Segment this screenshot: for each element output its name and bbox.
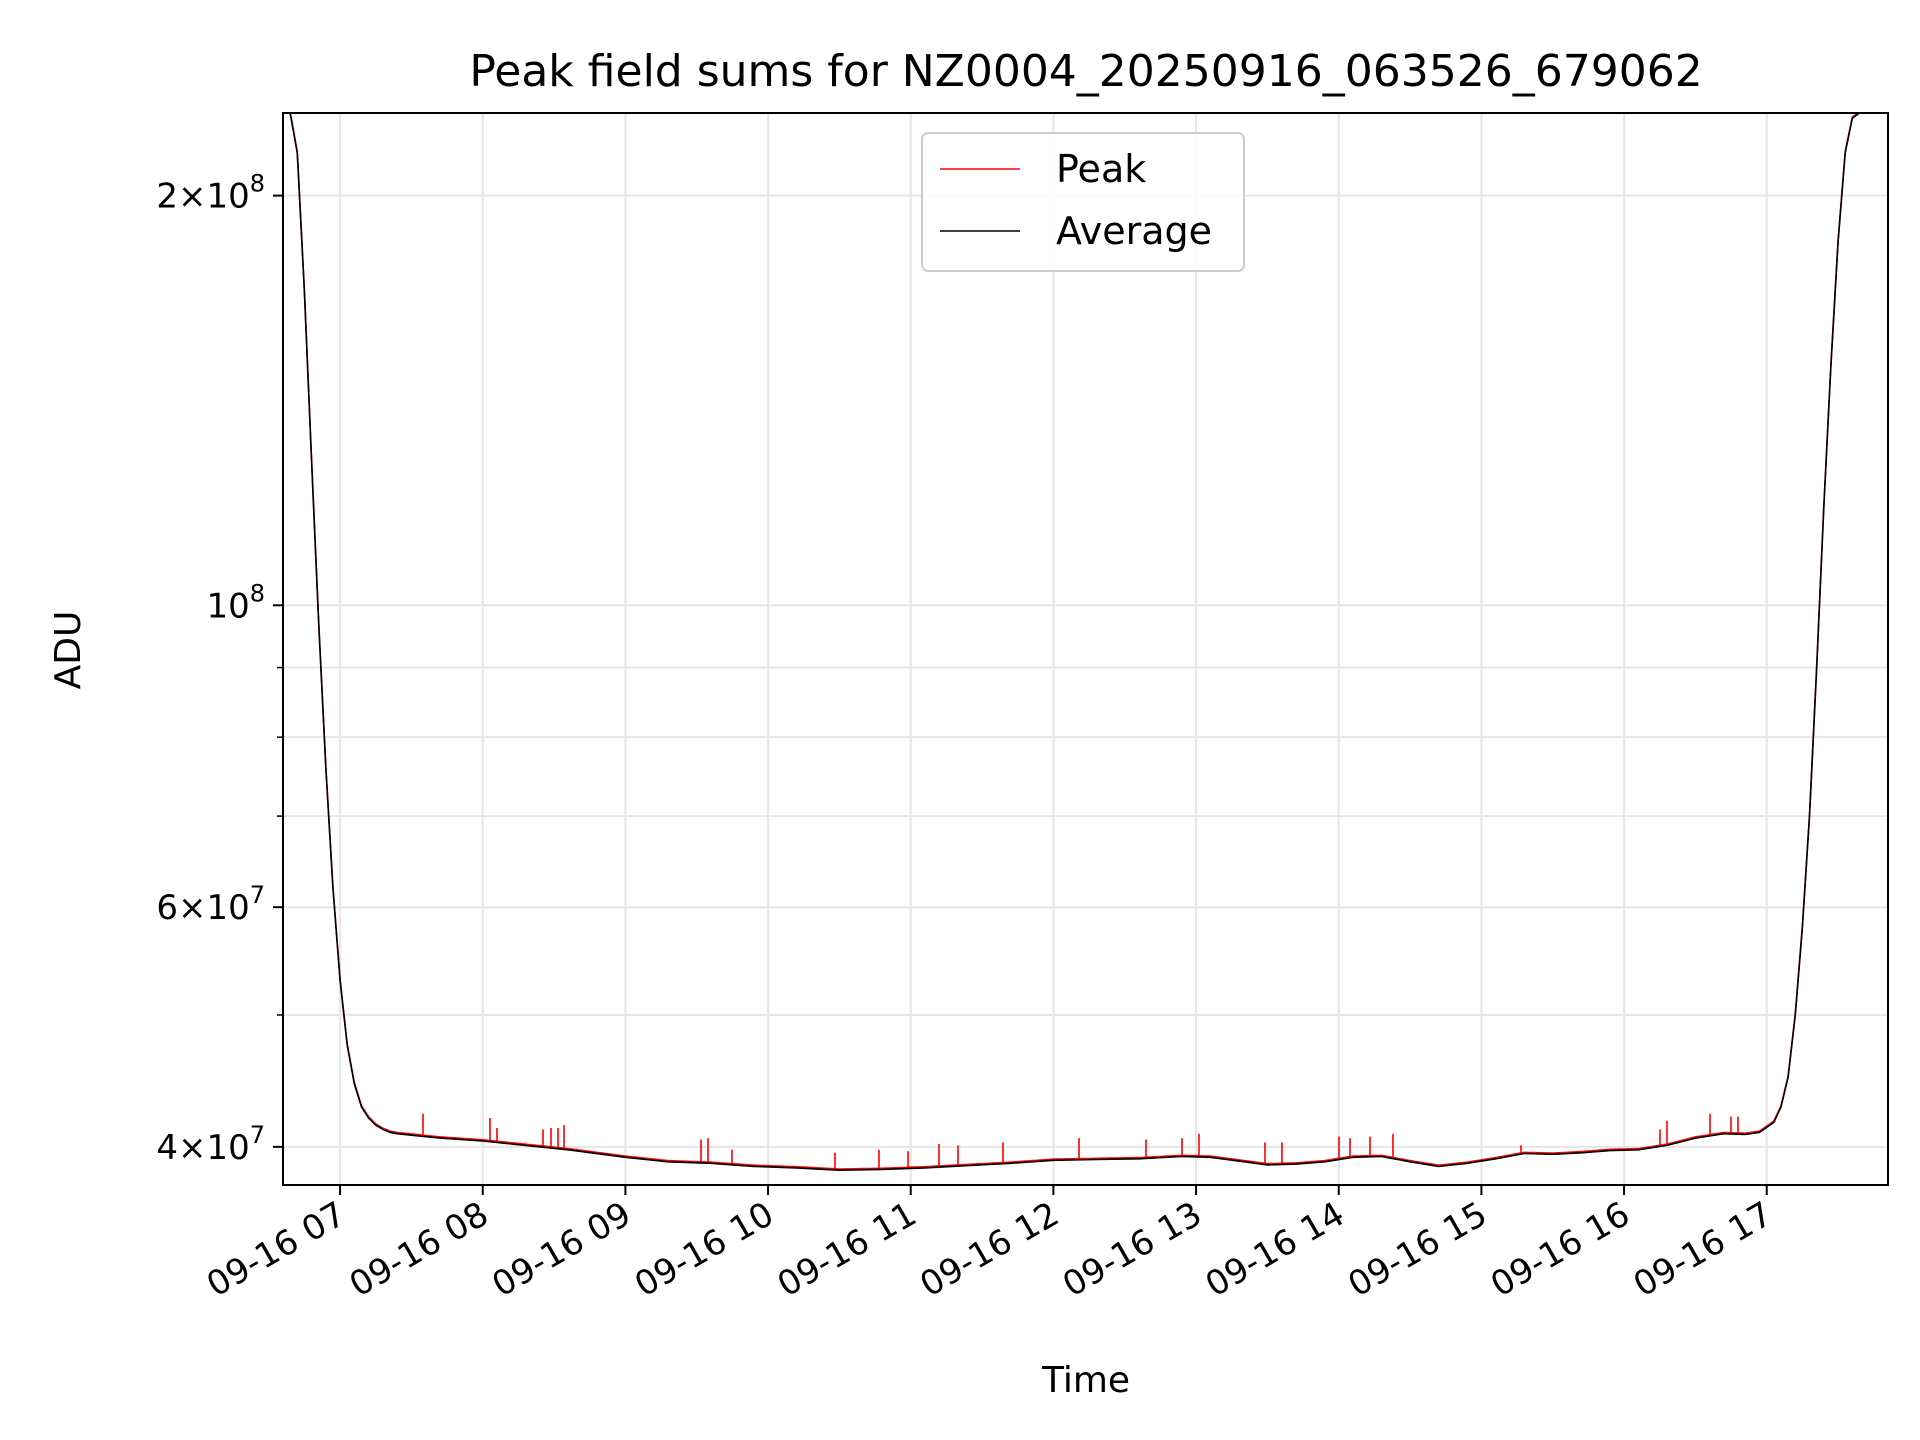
y-tick-label-base: 10 xyxy=(206,586,249,626)
legend-label-average: Average xyxy=(1056,209,1212,253)
plot-series xyxy=(285,113,1881,1172)
y-tick-label-exponent: 8 xyxy=(250,170,265,198)
y-tick-label: 4×107 xyxy=(156,1121,265,1168)
y-tick-label-base: 2×10 xyxy=(156,177,249,217)
y-tick-label-exponent: 8 xyxy=(250,579,265,607)
y-tick-label: 6×107 xyxy=(156,881,265,928)
y-tick-label-base: 6×10 xyxy=(156,888,249,928)
legend: Peak Average xyxy=(921,132,1245,272)
y-tick-label-exponent: 7 xyxy=(250,881,265,909)
y-tick-label: 2×108 xyxy=(156,170,265,217)
x-axis-label: Time xyxy=(1041,1360,1130,1401)
plot-frame xyxy=(282,112,1889,1186)
chart-title: Peak field sums for NZ0004_20250916_0635… xyxy=(469,46,1702,97)
y-tick-label: 108 xyxy=(206,579,265,626)
y-axis-label: ADU xyxy=(48,611,89,690)
y-tick-label-exponent: 7 xyxy=(250,1121,265,1149)
series-line-peak xyxy=(289,113,1860,1170)
series-line-average xyxy=(285,113,1881,1172)
legend-label-peak: Peak xyxy=(1056,147,1146,191)
y-tick-label-base: 4×10 xyxy=(156,1128,249,1168)
legend-box xyxy=(921,132,1245,272)
grid-lines xyxy=(283,113,1888,1185)
